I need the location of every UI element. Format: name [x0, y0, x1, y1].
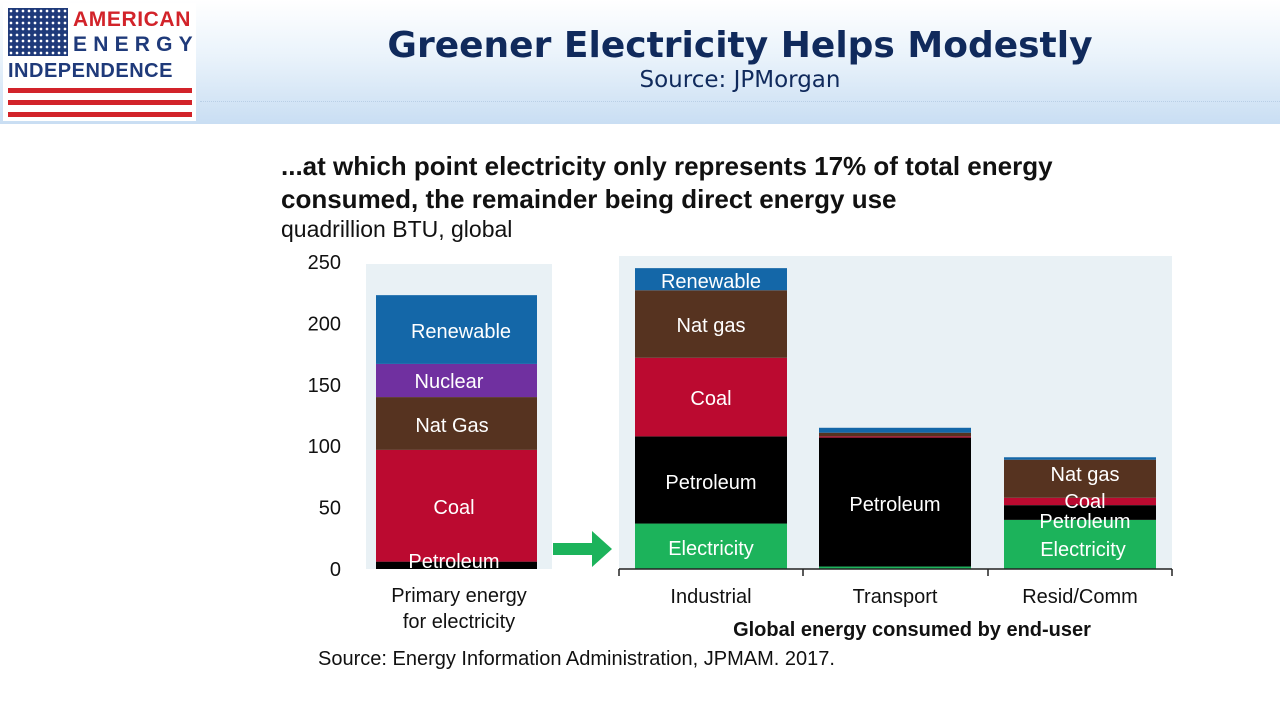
bar-segment-industrial-nat-gas [635, 290, 787, 358]
segment-label-industrial-renewable: Renewable [661, 271, 761, 293]
header-divider [200, 101, 1280, 102]
segment-label-industrial-coal: Coal [690, 388, 731, 410]
slide-subtitle: Source: JPMorgan [639, 67, 841, 93]
segment-label-resid-comm-nat-gas: Nat gas [1051, 464, 1120, 486]
bar-segment-transport-coal [819, 436, 971, 438]
bar-segment-resid-comm-electricity [1004, 519, 1156, 569]
x-category-label-transport: Transport [853, 586, 938, 608]
segment-label-primary-energy-for-electricity-petroleum: Petroleum [408, 551, 499, 573]
bar-segment-resid-comm-petroleum [1004, 505, 1156, 520]
bar-segment-resid-comm-coal [1004, 497, 1156, 506]
bar-segment-primary-energy-for-electricity-petroleum [376, 561, 537, 569]
right-arrow-icon [553, 531, 612, 567]
y-tick-label: 250 [308, 252, 341, 274]
bar-segment-resid-comm-renewable [1004, 457, 1156, 460]
segment-label-resid-comm-electricity: Electricity [1040, 539, 1126, 561]
segment-label-transport-petroleum: Petroleum [849, 494, 940, 516]
us-flag-icon [8, 8, 68, 56]
bar-segment-transport-renewable [819, 427, 971, 433]
bar-segment-transport-electricity [819, 566, 971, 569]
logo-stripe [8, 100, 192, 105]
segment-label-industrial-nat-gas: Nat gas [677, 315, 746, 337]
slide-header: AMERICAN ENERGY INDEPENDENCE Greener Ele… [0, 0, 1280, 124]
bar-segment-transport-nat-gas [819, 432, 971, 437]
logo: AMERICAN ENERGY INDEPENDENCE [3, 3, 196, 121]
logo-line-1: AMERICAN [73, 8, 191, 31]
chart-heading: ...at which point electricity only repre… [281, 151, 1053, 214]
bar-segment-primary-energy-for-electricity-nuclear [376, 363, 537, 398]
bar-segment-industrial-electricity [635, 523, 787, 569]
segment-label-primary-energy-for-electricity-renewable: Renewable [411, 321, 511, 343]
y-tick-label: 50 [319, 498, 341, 520]
chart-unit-label: quadrillion BTU, global [281, 216, 513, 242]
chart-source: Source: Energy Information Administratio… [318, 648, 835, 670]
segment-label-resid-comm-petroleum: Petroleum [1039, 511, 1130, 533]
segment-label-resid-comm-coal: Coal [1064, 491, 1105, 513]
segment-label-primary-energy-for-electricity-nuclear: Nuclear [415, 371, 484, 393]
bar-segment-primary-energy-for-electricity-coal [376, 449, 537, 562]
segment-label-industrial-electricity: Electricity [668, 538, 754, 560]
segment-label-primary-energy-for-electricity-coal: Coal [433, 497, 474, 519]
y-tick-label: 100 [308, 436, 341, 458]
segment-label-industrial-petroleum: Petroleum [665, 472, 756, 494]
bar-segment-industrial-petroleum [635, 436, 787, 524]
logo-stripe [8, 88, 192, 93]
x-category-label-primary-energy-for-electricity: Primary energy for electricity [391, 585, 527, 633]
slide-title: Greener Electricity Helps Modestly [387, 25, 1093, 66]
bar-segment-transport-petroleum [819, 437, 971, 567]
logo-line-2: ENERGY [73, 33, 199, 56]
x-category-label-industrial: Industrial [670, 586, 751, 608]
y-tick-label: 150 [308, 375, 341, 397]
x-category-label-resid-comm: Resid/Comm [1022, 586, 1138, 608]
bar-segment-industrial-renewable [635, 268, 787, 291]
bar-segment-primary-energy-for-electricity-nat-gas [376, 397, 537, 450]
segment-label-primary-energy-for-electricity-nat-gas: Nat Gas [415, 415, 488, 437]
bar-segment-resid-comm-nat-gas [1004, 459, 1156, 498]
bar-segment-primary-energy-for-electricity-renewable [376, 295, 537, 364]
logo-stripe [8, 112, 192, 117]
y-tick-label: 0 [330, 559, 341, 581]
bar-segment-industrial-coal [635, 357, 787, 437]
logo-line-3: INDEPENDENCE [8, 60, 173, 82]
y-tick-label: 200 [308, 313, 341, 335]
x-axis-label: Global energy consumed by end-user [733, 619, 1091, 641]
